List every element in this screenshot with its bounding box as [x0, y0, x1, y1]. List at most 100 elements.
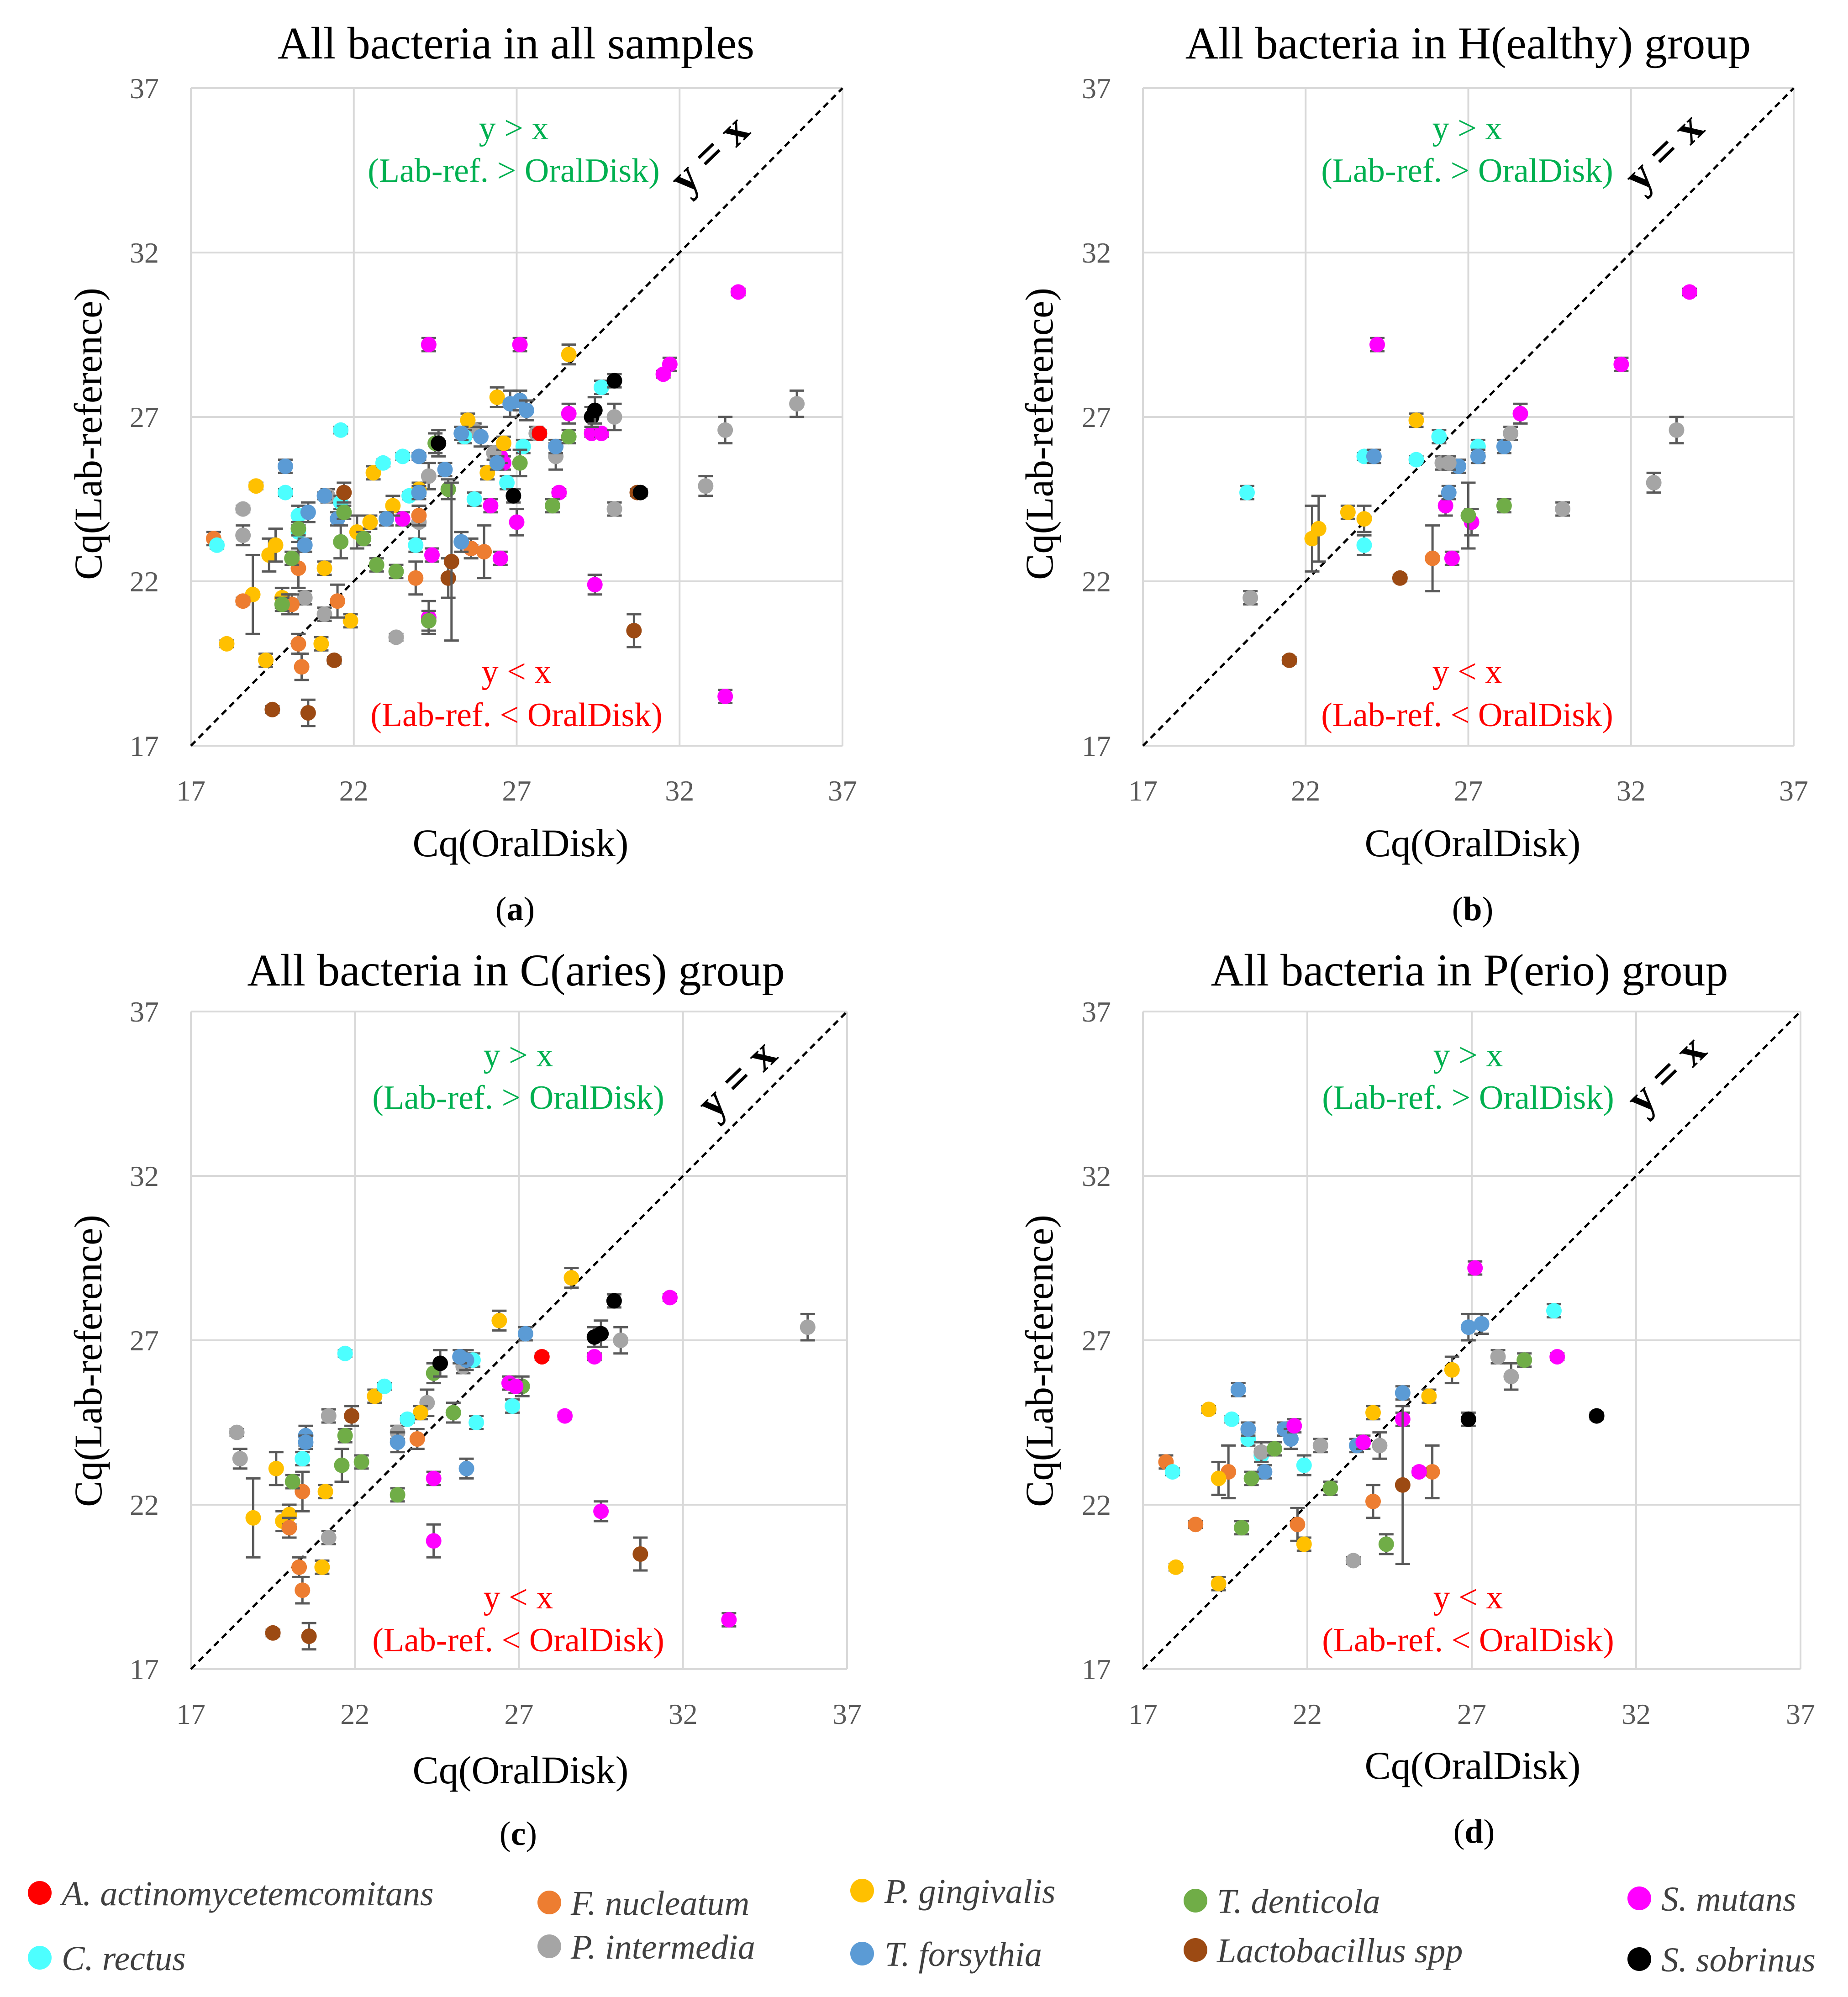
data-point-sm: [509, 514, 525, 530]
data-point-pg: [1444, 1362, 1460, 1378]
legend-label-aa: A. actinomycetemcomitans: [59, 1875, 434, 1913]
data-point-pg: [365, 465, 381, 481]
data-point-tf: [411, 448, 427, 464]
panel-d-xtick: 37: [1786, 1698, 1815, 1730]
panel-c-title: All bacteria in C(aries) group: [247, 945, 784, 996]
legend-label-cr: C. rectus: [62, 1939, 186, 1978]
data-point-td: [1460, 508, 1476, 523]
panel-a-xtick: 22: [339, 775, 369, 807]
panel-b-ytick: 32: [1082, 237, 1111, 269]
data-point-fn: [1290, 1517, 1306, 1533]
legend-label-lb: Lactobacillus spp: [1216, 1932, 1463, 1970]
data-point-pg: [1211, 1575, 1227, 1591]
data-point-cr: [1431, 429, 1447, 445]
data-point-lb: [443, 553, 459, 569]
data-point-td: [1378, 1536, 1394, 1552]
data-point-lb: [301, 1628, 317, 1644]
data-point-ss: [1460, 1411, 1476, 1427]
legend-label-fn: F. nucleatum: [570, 1884, 749, 1923]
panel-b-ytick: 22: [1082, 565, 1111, 598]
data-point-cr: [337, 1345, 353, 1361]
legend-label-tf: T. forsythia: [885, 1935, 1042, 1974]
legend-item-td: T. denticola: [1184, 1882, 1380, 1921]
data-point-sm: [586, 1349, 602, 1365]
data-point-pg: [563, 1270, 579, 1286]
legend-item-fn: F. nucleatum: [537, 1884, 749, 1923]
data-point-tf: [1283, 1431, 1299, 1447]
panel-c-note-below-2: (Lab-ref. < OralDisk): [372, 1622, 664, 1659]
data-point-lb: [265, 1625, 281, 1641]
data-point-pi: [421, 468, 437, 484]
legend-item-ss: S. sobrinus: [1627, 1941, 1816, 1979]
data-point-pg: [1296, 1536, 1312, 1552]
panel-b-note-above-1: y > x: [1432, 110, 1502, 147]
data-point-lb: [1281, 652, 1297, 668]
data-point-fn: [411, 508, 427, 523]
data-point-sm: [1411, 1464, 1427, 1480]
data-point-td: [369, 557, 384, 573]
data-point-ss: [505, 488, 521, 504]
data-point-tf: [379, 511, 395, 527]
data-point-fn: [330, 593, 346, 609]
data-point-td: [337, 1428, 353, 1444]
panel-c-ytick: 32: [130, 1160, 159, 1192]
data-point-cr: [1239, 485, 1255, 501]
data-point-tf: [473, 429, 489, 445]
data-point-sm: [1286, 1418, 1302, 1434]
data-point-pi: [800, 1319, 816, 1335]
data-point-td: [290, 521, 306, 537]
data-point-td: [336, 504, 352, 520]
data-point-fn: [409, 1431, 425, 1447]
panel-d-ytick: 17: [1082, 1653, 1111, 1686]
panel-b-xtick: 32: [1616, 775, 1646, 807]
data-point-pg: [385, 498, 401, 514]
data-point-tf: [1395, 1385, 1411, 1401]
data-point-pg: [317, 1484, 333, 1500]
data-point-cr: [277, 485, 293, 501]
data-point-fn: [295, 1582, 311, 1598]
panel-b-ytick: 17: [1082, 730, 1111, 762]
panel-b-title: All bacteria in H(ealthy) group: [1185, 18, 1751, 68]
panel-d-ytick: 27: [1082, 1324, 1111, 1357]
data-point-cr: [375, 455, 391, 471]
panel-a-caption: (a): [495, 890, 535, 928]
data-point-sm: [508, 1378, 524, 1394]
panel-c-xlabel: Cq(OralDisk): [413, 1748, 629, 1792]
data-point-sm: [587, 577, 603, 593]
legend-item-aa: A. actinomycetemcomitans: [28, 1875, 434, 1913]
panel-a-ytick: 22: [130, 565, 159, 598]
data-point-lb: [300, 705, 316, 721]
data-point-td: [284, 1474, 300, 1490]
panel-b-identity-label: y = x: [1614, 102, 1713, 200]
data-point-td: [561, 429, 577, 445]
data-point-fn: [1425, 550, 1441, 566]
data-point-tf: [1441, 485, 1457, 501]
panel-a-ytick: 27: [130, 401, 159, 433]
data-point-cr: [400, 1411, 416, 1427]
data-point-pi: [1372, 1438, 1388, 1454]
data-point-sm: [717, 689, 733, 704]
data-point-pg: [314, 1559, 330, 1575]
panel-a-xtick: 32: [665, 775, 694, 807]
data-point-pi: [321, 1408, 337, 1424]
data-point-pg: [362, 514, 378, 530]
data-point-pg: [245, 1510, 261, 1526]
data-point-cr: [505, 1398, 521, 1414]
data-point-sm: [512, 337, 528, 353]
data-point-pg: [342, 613, 358, 629]
panel-d-xlabel: Cq(OralDisk): [1365, 1744, 1581, 1787]
data-point-cr: [1356, 537, 1372, 553]
data-point-pg: [491, 1312, 507, 1328]
data-point-sm: [721, 1612, 737, 1628]
panel-d-note-above-1: y > x: [1433, 1037, 1503, 1074]
data-point-td: [512, 455, 528, 471]
data-point-tf: [297, 537, 313, 553]
panel-a-ytick: 32: [130, 237, 159, 269]
data-point-sm: [1512, 406, 1528, 422]
data-point-lb: [632, 1546, 648, 1562]
data-point-cr: [499, 475, 515, 490]
data-point-pi: [235, 527, 251, 543]
data-point-pi: [321, 1530, 337, 1545]
data-point-aa: [534, 1349, 550, 1365]
